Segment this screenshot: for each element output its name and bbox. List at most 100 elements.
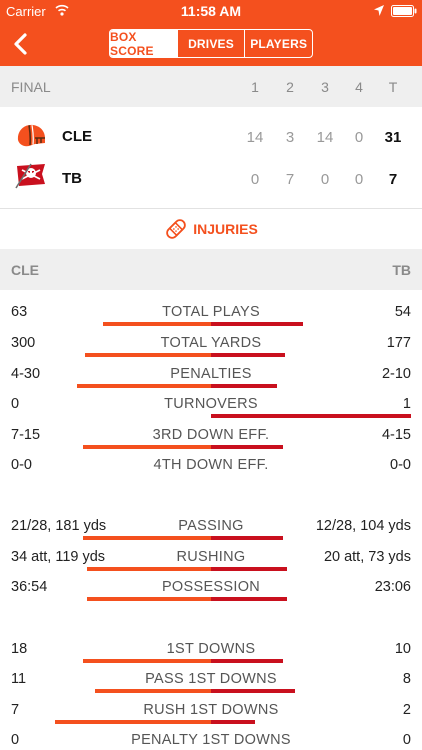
tab-box-score[interactable]: BOX SCORE — [110, 30, 177, 57]
stat-right-bar — [211, 597, 287, 601]
stat-row: 21/28, 181 yds PASSING 12/28, 104 yds — [0, 514, 422, 545]
stat-left-bar — [83, 445, 211, 449]
team-abbr: TB — [62, 170, 82, 187]
stat-right-bar — [211, 445, 283, 449]
score-q1: 0 — [250, 171, 260, 188]
score-total: 7 — [388, 171, 398, 188]
right-team-label: TB — [392, 262, 411, 278]
team-abbr: CLE — [62, 128, 92, 145]
injuries-button[interactable]: INJURIES — [0, 210, 422, 248]
stat-label: RUSH 1ST DOWNS — [143, 702, 279, 718]
period-3-header: 3 — [321, 79, 329, 95]
stat-label: PENALTY 1ST DOWNS — [131, 732, 291, 748]
browns-helmet-icon — [17, 124, 45, 147]
buccaneers-flag-icon — [15, 163, 45, 189]
stat-label: PASSING — [178, 518, 244, 534]
stat-row: 7-15 3RD DOWN EFF. 4-15 — [0, 423, 422, 454]
stat-row: 36:54 POSSESSION 23:06 — [0, 575, 422, 606]
stat-left-bar — [83, 659, 211, 663]
stat-row: 34 att, 119 yds RUSHING 20 att, 73 yds — [0, 545, 422, 576]
carrier-label: Carrier — [6, 4, 46, 19]
stat-row: 63 TOTAL PLAYS 54 — [0, 300, 422, 331]
stat-row: 0 TURNOVERS 1 — [0, 392, 422, 423]
stat-left-value: 21/28, 181 yds — [11, 518, 107, 534]
stat-label: RUSHING — [176, 549, 246, 565]
stat-right-value: 12/28, 104 yds — [315, 518, 411, 534]
stat-right-value: 1 — [402, 396, 411, 412]
score-q3: 0 — [320, 171, 330, 188]
stat-label: PASS 1ST DOWNS — [145, 671, 277, 687]
score-q1: 14 — [246, 129, 264, 146]
team-row-cle[interactable]: CLE 14 3 14 0 31 — [0, 116, 422, 156]
clock: 11:58 AM — [180, 3, 242, 19]
stat-label: TOTAL PLAYS — [162, 304, 260, 320]
stat-left-bar — [87, 567, 211, 571]
stat-left-value: 300 — [11, 335, 36, 351]
status-bar: Carrier 11:58 AM — [0, 0, 422, 22]
score-q2: 7 — [285, 171, 295, 188]
stat-right-bar — [211, 353, 285, 357]
stat-left-value: 7-15 — [11, 427, 41, 443]
stat-right-value: 4-15 — [381, 427, 411, 443]
stat-right-bar — [211, 720, 255, 724]
stat-row: 4-30 PENALTIES 2-10 — [0, 362, 422, 393]
stat-left-bar — [87, 597, 211, 601]
battery-icon — [391, 5, 417, 17]
team-row-tb[interactable]: TB 0 7 0 0 7 — [0, 158, 422, 198]
stat-row: 11 PASS 1ST DOWNS 8 — [0, 667, 422, 698]
score-q3: 14 — [316, 129, 334, 146]
back-chevron-icon[interactable] — [8, 30, 34, 58]
stat-label: PENALTIES — [170, 366, 252, 382]
bandage-icon — [166, 219, 186, 239]
stat-left-value: 0 — [11, 732, 20, 748]
score-q4: 0 — [354, 171, 364, 188]
stat-right-value: 54 — [394, 304, 411, 320]
stat-row: 18 1ST DOWNS 10 — [0, 637, 422, 668]
stat-left-value: 7 — [11, 702, 20, 718]
stat-left-value: 0-0 — [11, 457, 32, 473]
stat-right-bar — [211, 536, 283, 540]
stat-left-bar — [95, 689, 211, 693]
stat-right-bar — [211, 322, 303, 326]
stat-right-value: 8 — [402, 671, 411, 687]
period-2-header: 2 — [286, 79, 294, 95]
stat-label: POSSESSION — [161, 579, 261, 595]
stat-left-value: 36:54 — [11, 579, 48, 595]
stat-right-bar — [211, 384, 277, 388]
stat-right-value: 0 — [402, 732, 411, 748]
stat-row: 0 PENALTY 1ST DOWNS 0 — [0, 728, 422, 750]
period-4-header: 4 — [355, 79, 363, 95]
stat-row: 0-0 4TH DOWN EFF. 0-0 — [0, 453, 422, 484]
stat-left-value: 4-30 — [11, 366, 41, 382]
stat-row: 300 TOTAL YARDS 177 — [0, 331, 422, 362]
stat-label: 1ST DOWNS — [166, 641, 256, 657]
stat-left-value: 63 — [11, 304, 28, 320]
injuries-label: INJURIES — [193, 221, 258, 237]
period-1-header: 1 — [251, 79, 259, 95]
stat-right-value: 2-10 — [381, 366, 411, 382]
score-q2: 3 — [285, 129, 295, 146]
tab-players[interactable]: PLAYERS — [244, 30, 312, 57]
view-segmented-control: BOX SCORE DRIVES PLAYERS — [109, 29, 313, 58]
tab-drives[interactable]: DRIVES — [176, 30, 245, 57]
stat-left-bar — [83, 536, 211, 540]
stat-label: TOTAL YARDS — [160, 335, 262, 351]
scoreboard-header: FINAL 1 2 3 4 T — [0, 66, 422, 107]
stat-left-bar — [55, 720, 211, 724]
score-q4: 0 — [354, 129, 364, 146]
stat-right-value: 23:06 — [374, 579, 411, 595]
wifi-icon — [55, 4, 69, 16]
stat-left-value: 11 — [11, 671, 27, 687]
stat-right-value: 0-0 — [390, 457, 411, 473]
stat-left-bar — [103, 322, 211, 326]
stat-right-bar — [211, 414, 411, 418]
left-team-label: CLE — [11, 262, 39, 278]
stat-right-value: 10 — [394, 641, 411, 657]
stat-label: 3RD DOWN EFF. — [152, 427, 270, 443]
stat-left-bar — [77, 384, 211, 388]
stat-right-bar — [211, 689, 295, 693]
stat-row: 7 RUSH 1ST DOWNS 2 — [0, 698, 422, 729]
stat-right-value: 177 — [386, 335, 411, 351]
team-comparison-header: CLE TB — [0, 249, 422, 290]
stat-left-bar — [85, 353, 211, 357]
